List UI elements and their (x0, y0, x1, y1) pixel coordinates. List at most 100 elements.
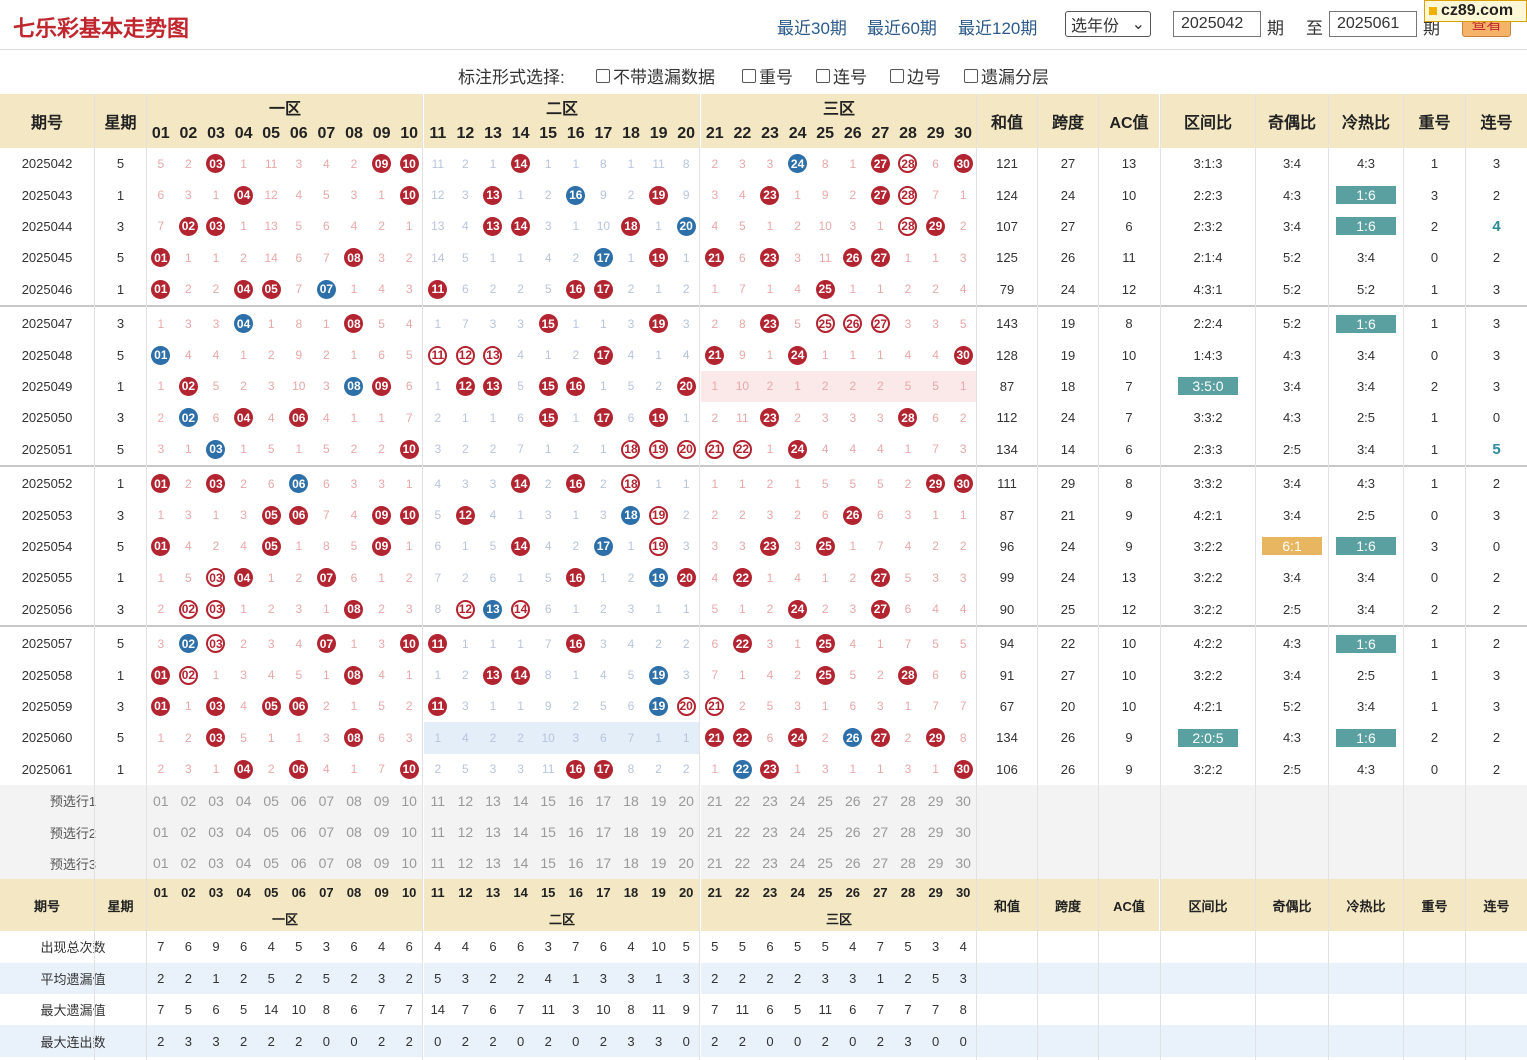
recent-120-link[interactable]: 最近120期 (958, 19, 1038, 38)
preselect-number[interactable]: 16 (562, 816, 590, 848)
preselect-number[interactable]: 25 (811, 816, 839, 848)
preselect-number[interactable]: 11 (424, 847, 452, 880)
year-select[interactable]: 选年份 ⌄ (1065, 11, 1151, 37)
preselect-number[interactable]: 05 (257, 785, 285, 817)
preselect-number[interactable]: 15 (534, 847, 562, 880)
preselect-number[interactable]: 28 (894, 816, 922, 848)
preselect-number[interactable]: 21 (701, 847, 729, 880)
preselect-number[interactable]: 13 (479, 847, 507, 880)
preselect-number[interactable]: 01 (147, 785, 175, 817)
preselect-number[interactable]: 10 (395, 847, 423, 880)
preselect-number[interactable]: 24 (783, 816, 812, 848)
period-header[interactable]: 期号 (0, 94, 94, 148)
preselect-number[interactable]: 23 (756, 785, 784, 817)
preselect-number[interactable]: 03 (202, 785, 230, 817)
preselect-number[interactable]: 09 (367, 816, 396, 848)
preselect-number[interactable]: 11 (424, 816, 452, 848)
preselect-number[interactable]: 19 (644, 785, 673, 817)
preselect-number[interactable]: 23 (756, 847, 784, 880)
preselect-number[interactable]: 18 (617, 816, 645, 848)
preselect-number[interactable]: 30 (949, 785, 977, 817)
recent-60-link[interactable]: 最近60期 (867, 19, 937, 38)
preselect-number[interactable]: 29 (921, 847, 950, 880)
preselect-number[interactable]: 10 (395, 785, 423, 817)
preselect-number[interactable]: 21 (701, 785, 729, 817)
preselect-number[interactable]: 22 (728, 816, 757, 848)
option-consec-checkbox[interactable]: 连号 (816, 63, 867, 88)
preselect-number[interactable]: 28 (894, 847, 922, 880)
preselect-number[interactable]: 07 (312, 816, 341, 848)
preselect-number[interactable]: 26 (839, 816, 867, 848)
option-edge-checkbox[interactable]: 边号 (890, 63, 941, 88)
preselect-number[interactable]: 12 (451, 847, 480, 880)
preselect-number[interactable]: 22 (728, 847, 757, 880)
preselect-number[interactable]: 19 (644, 847, 673, 880)
preselect-number[interactable]: 17 (589, 816, 618, 848)
preselect-number[interactable]: 27 (866, 785, 895, 817)
preselect-number[interactable]: 20 (672, 785, 700, 817)
option-no-missing-checkbox[interactable]: 不带遗漏数据 (596, 63, 715, 88)
preselect-number[interactable]: 01 (147, 847, 175, 880)
preselect-number[interactable]: 04 (229, 816, 258, 848)
preselect-number[interactable]: 02 (174, 785, 203, 817)
preselect-number[interactable]: 08 (340, 847, 368, 880)
preselect-number[interactable]: 12 (451, 785, 480, 817)
preselect-number[interactable]: 19 (644, 816, 673, 848)
preselect-number[interactable]: 25 (811, 847, 839, 880)
preselect-number[interactable]: 18 (617, 785, 645, 817)
preselect-number[interactable]: 07 (312, 847, 341, 880)
preselect-number[interactable]: 08 (340, 816, 368, 848)
preselect-number[interactable]: 30 (949, 847, 977, 880)
preselect-number[interactable]: 29 (921, 785, 950, 817)
preselect-number[interactable]: 28 (894, 785, 922, 817)
preselect-number[interactable]: 30 (949, 816, 977, 848)
preselect-number[interactable]: 06 (285, 816, 313, 848)
preselect-number[interactable]: 13 (479, 785, 507, 817)
preselect-number[interactable]: 20 (672, 816, 700, 848)
start-period-input[interactable]: 2025042 (1173, 11, 1261, 37)
preselect-number[interactable]: 24 (783, 785, 812, 817)
preselect-number[interactable]: 25 (811, 785, 839, 817)
preselect-number[interactable]: 14 (506, 785, 535, 817)
preselect-number[interactable]: 09 (367, 785, 396, 817)
preselect-number[interactable]: 26 (839, 785, 867, 817)
preselect-number[interactable]: 08 (340, 785, 368, 817)
preselect-number[interactable]: 05 (257, 847, 285, 880)
preselect-number[interactable]: 09 (367, 847, 396, 880)
preselect-number[interactable]: 02 (174, 847, 203, 880)
preselect-number[interactable]: 13 (479, 816, 507, 848)
preselect-number[interactable]: 17 (589, 847, 618, 880)
preselect-number[interactable]: 06 (285, 847, 313, 880)
preselect-number[interactable]: 26 (839, 847, 867, 880)
preselect-number[interactable]: 04 (229, 847, 258, 880)
preselect-number[interactable]: 18 (617, 847, 645, 880)
preselect-number[interactable]: 27 (866, 816, 895, 848)
preselect-number[interactable]: 11 (424, 785, 452, 817)
preselect-number[interactable]: 16 (562, 847, 590, 880)
preselect-number[interactable]: 29 (921, 816, 950, 848)
preselect-number[interactable]: 27 (866, 847, 895, 880)
preselect-number[interactable]: 23 (756, 816, 784, 848)
option-repeat-checkbox[interactable]: 重号 (742, 63, 793, 88)
preselect-number[interactable]: 03 (202, 816, 230, 848)
preselect-number[interactable]: 10 (395, 816, 423, 848)
preselect-number[interactable]: 02 (174, 816, 203, 848)
preselect-number[interactable]: 21 (701, 816, 729, 848)
preselect-number[interactable]: 12 (451, 816, 480, 848)
preselect-number[interactable]: 07 (312, 785, 341, 817)
preselect-number[interactable]: 20 (672, 847, 700, 880)
preselect-number[interactable]: 06 (285, 785, 313, 817)
preselect-number[interactable]: 24 (783, 847, 812, 880)
preselect-number[interactable]: 14 (506, 816, 535, 848)
preselect-number[interactable]: 14 (506, 847, 535, 880)
preselect-number[interactable]: 04 (229, 785, 258, 817)
option-layer-checkbox[interactable]: 遗漏分层 (964, 63, 1049, 88)
preselect-number[interactable]: 05 (257, 816, 285, 848)
preselect-number[interactable]: 03 (202, 847, 230, 880)
preselect-number[interactable]: 22 (728, 785, 757, 817)
preselect-number[interactable]: 17 (589, 785, 618, 817)
end-period-input[interactable]: 2025061 (1329, 11, 1417, 37)
preselect-number[interactable]: 16 (562, 785, 590, 817)
preselect-number[interactable]: 15 (534, 785, 562, 817)
preselect-number[interactable]: 01 (147, 816, 175, 848)
